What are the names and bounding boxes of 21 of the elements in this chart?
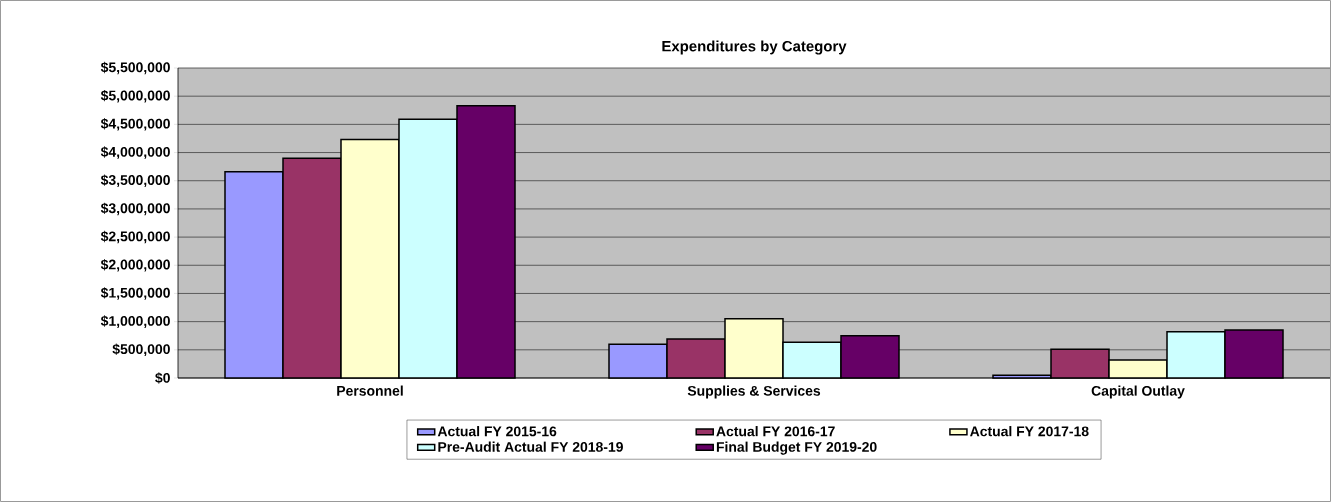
- y-tick-label: $1,500,000: [100, 287, 170, 300]
- y-tick-label: $3,000,000: [100, 202, 170, 216]
- legend-label: Actual FY 2017-18: [970, 426, 1089, 437]
- y-tick-label: $500,000: [112, 343, 170, 357]
- y-tick-label: $1,000,000: [100, 315, 170, 328]
- x-tick-label: Capital Outlay: [1091, 385, 1185, 399]
- legend-label: Pre-Audit Actual FY 2018-19: [438, 441, 623, 452]
- y-tick-label: $5,500,000: [100, 61, 170, 75]
- x-tick-label: Personnel: [337, 385, 403, 396]
- y-tick-label: $5,000,000: [100, 89, 170, 103]
- y-tick-label: $2,000,000: [100, 259, 170, 272]
- legend-label: Actual FY 2016-17: [716, 426, 835, 437]
- legend-label: Actual FY 2015-16: [437, 426, 557, 437]
- chart-title: Expenditures by Category: [662, 40, 847, 55]
- y-tick-label: $2,500,000: [100, 230, 170, 244]
- y-tick-label: $4,000,000: [100, 146, 170, 159]
- x-tick-label: Supplies & Services: [687, 385, 821, 399]
- y-tick-label: $0: [155, 372, 170, 384]
- y-tick-label: $4,500,000: [100, 118, 170, 131]
- y-tick-label: $3,500,000: [100, 174, 170, 187]
- legend-label: Final Budget FY 2019-20: [716, 441, 877, 455]
